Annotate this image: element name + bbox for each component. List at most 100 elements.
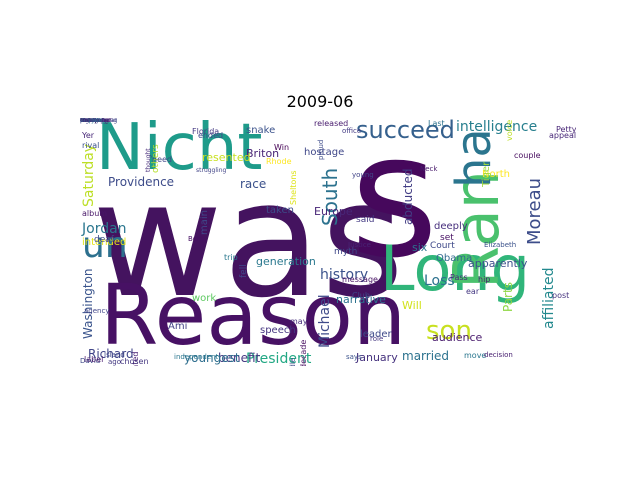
word-cloud-word: benefit: [218, 351, 261, 365]
word-cloud-word: was: [92, 146, 405, 333]
word-cloud-word: Washington: [81, 268, 95, 339]
word-cloud-word: Group: [80, 118, 99, 124]
word-cloud-word: Family: [80, 118, 100, 124]
word-cloud-word: leader: [360, 329, 392, 340]
word-cloud-word: Moreau: [524, 177, 545, 245]
word-cloud-word: Nicht: [96, 118, 263, 185]
word-cloud-word: fell: [239, 264, 249, 278]
word-cloud-word: Rhode: [266, 157, 292, 166]
word-cloud-word: independent: [174, 353, 219, 361]
word-cloud-word: six: [412, 241, 428, 254]
word-cloud-word: hip: [478, 275, 491, 284]
word-cloud-word: role: [370, 335, 384, 343]
word-cloud-word: abducted: [401, 168, 415, 226]
word-cloud-word: intelligence: [456, 119, 538, 135]
word-cloud: was s Reason Nicht Long Ran ha un son succeed inte…: [80, 118, 576, 366]
word-cloud-word: Long: [380, 232, 531, 305]
word-cloud-word: Mother: [80, 118, 102, 124]
word-cloud-word: need: [152, 155, 172, 164]
word-cloud-word: decade: [299, 339, 308, 366]
word-cloud-word: associate: [80, 118, 109, 124]
word-cloud-word: policy: [80, 118, 98, 124]
word-cloud-word: coaster: [80, 118, 103, 124]
word-cloud-word: snake: [246, 125, 276, 136]
word-cloud-word: move: [464, 351, 487, 360]
word-cloud-word: Neck: [420, 165, 438, 173]
word-cloud-word: legal: [80, 118, 95, 124]
word-cloud-word: married: [402, 349, 450, 363]
word-cloud-word: Club: [352, 291, 370, 300]
word-cloud-word: appeal: [549, 131, 576, 140]
word-cloud-word: audience: [432, 331, 483, 344]
word-cloud-word: Briton: [246, 147, 280, 160]
word-cloud-word: un: [82, 225, 128, 266]
word-cloud-word: President: [246, 351, 312, 366]
word-cloud-word: released: [314, 119, 349, 128]
word-cloud-word: main: [199, 210, 210, 235]
word-cloud-word: ago: [108, 358, 122, 366]
word-cloud-word: Yer: [82, 131, 95, 140]
word-cloud-word: amontagnar: [80, 118, 117, 124]
word-cloud-word: vacation: [80, 118, 106, 124]
word-cloud-word: short: [80, 118, 96, 124]
word-cloud-word: may: [290, 317, 308, 326]
word-cloud-word: Sheltons: [289, 170, 298, 205]
word-cloud-word: says: [346, 353, 362, 361]
word-cloud-word: Garden: [80, 118, 102, 124]
word-cloud-word: Security: [80, 118, 105, 124]
word-cloud-word: Boston: [80, 118, 101, 124]
word-cloud-word: work: [192, 293, 217, 304]
word-cloud-word: taken: [266, 205, 294, 216]
word-cloud-word: speech: [260, 325, 296, 336]
word-cloud-word: Providence: [108, 175, 175, 189]
word-cloud-word: struggling: [196, 167, 227, 174]
word-cloud-word: forced: [80, 118, 99, 124]
word-cloud-word: Ellenfopping: [80, 118, 118, 124]
word-cloud-word: deaf: [94, 235, 114, 245]
word-cloud-word: Parts: [501, 282, 515, 312]
word-cloud-word: proud: [317, 139, 325, 160]
word-cloud-word: race: [240, 177, 267, 191]
word-cloud-word: post: [552, 291, 570, 300]
word-cloud-word: agency: [84, 307, 110, 315]
word-cloud-word: Justice: [348, 241, 371, 249]
word-cloud-word: Elizabeth: [484, 241, 517, 249]
word-cloud-word: collecting: [80, 118, 109, 124]
word-cloud-word: label: [84, 355, 104, 364]
word-cloud-word: Island: [104, 351, 125, 359]
word-cloud-word: narrative: [336, 293, 386, 306]
word-cloud-word: Win: [274, 143, 290, 152]
word-cloud-word: office: [342, 127, 362, 135]
word-cloud-word: Pass: [450, 273, 468, 282]
word-cloud-word: youngest: [184, 351, 240, 365]
word-cloud-word: deeply: [434, 221, 468, 232]
word-cloud-word: rest: [80, 118, 92, 124]
word-cloud-word: set: [440, 233, 454, 243]
word-cloud-word: Florida: [192, 127, 220, 136]
word-cloud-word: rival: [82, 141, 100, 150]
word-cloud-word: North: [482, 169, 510, 180]
word-cloud-word: Boris: [188, 235, 206, 243]
word-cloud-word: Dewitt: [80, 118, 100, 124]
word-cloud-word: Centre: [80, 118, 101, 124]
word-cloud-word: Middle: [289, 358, 297, 366]
word-cloud-word: Loss: [424, 273, 455, 289]
word-cloud-word: peak: [80, 118, 95, 124]
word-cloud-word: Cali: [80, 118, 92, 124]
word-cloud-word: succeed: [356, 118, 455, 144]
word-cloud-word: said: [356, 215, 375, 225]
word-cloud-word: David: [80, 357, 101, 365]
word-cloud-word: Will: [402, 299, 422, 312]
word-cloud-word: Court: [430, 241, 455, 251]
word-cloud-word: Obama: [436, 253, 473, 264]
word-cloud-word: Petty: [556, 125, 576, 134]
word-cloud-word: intended: [82, 237, 127, 248]
word-cloud-word: remember: [80, 118, 112, 124]
word-cloud-word: generation: [256, 255, 316, 268]
word-cloud-word: Saturday: [81, 143, 97, 207]
word-cloud-word: Last: [428, 119, 445, 128]
word-cloud-word: Michael: [317, 294, 333, 348]
word-cloud-word: voice: [505, 119, 514, 141]
word-cloud-word: Reason: [100, 266, 407, 364]
word-cloud-word: Richard: [88, 347, 134, 361]
